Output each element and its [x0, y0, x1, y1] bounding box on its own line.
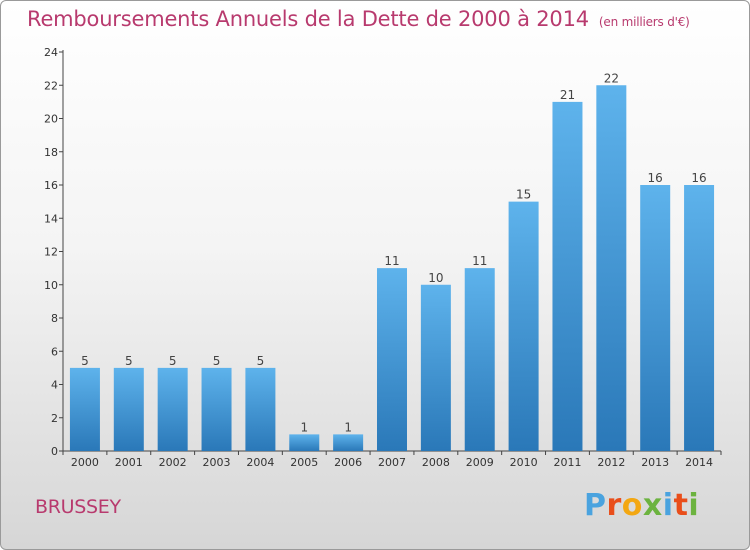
- x-tick-label: 2014: [685, 456, 713, 469]
- data-label: 5: [213, 354, 221, 368]
- chart-unit-label: (en milliers d'€): [598, 15, 690, 29]
- x-tick-label: 2013: [641, 456, 669, 469]
- data-label: 11: [472, 254, 487, 268]
- x-tick-label: 2000: [71, 456, 99, 469]
- bar: [113, 367, 144, 451]
- bar: [464, 268, 495, 451]
- y-tick-label: 8: [51, 312, 58, 325]
- y-tick-label: 24: [44, 46, 58, 59]
- data-label: 1: [300, 420, 308, 434]
- data-label: 11: [384, 254, 399, 268]
- data-label: 22: [604, 71, 619, 85]
- data-label: 1: [344, 420, 352, 434]
- x-tick-label: 2008: [422, 456, 450, 469]
- data-label: 10: [428, 271, 443, 285]
- y-tick-label: 14: [44, 212, 58, 225]
- data-label: 5: [257, 354, 265, 368]
- logo-letter: P: [584, 488, 607, 523]
- x-tick-label: 2001: [115, 456, 143, 469]
- bar: [684, 185, 715, 451]
- y-tick-label: 12: [44, 246, 58, 259]
- data-label: 16: [691, 171, 706, 185]
- commune-name: BRUSSEY: [35, 496, 121, 518]
- data-label: 15: [516, 188, 531, 202]
- x-tick-label: 2012: [597, 456, 625, 469]
- bar: [245, 367, 276, 451]
- x-tick-label: 2003: [203, 456, 231, 469]
- bar: [201, 367, 232, 451]
- bar: [508, 201, 539, 451]
- y-tick-label: 4: [51, 379, 58, 392]
- logo-letter: t: [673, 488, 689, 523]
- data-label: 5: [125, 354, 133, 368]
- y-tick-label: 10: [44, 279, 58, 292]
- bar: [552, 101, 583, 451]
- y-tick-label: 16: [44, 179, 58, 192]
- data-label: 21: [560, 88, 575, 102]
- y-tick-label: 0: [51, 445, 58, 458]
- x-tick-label: 2009: [466, 456, 494, 469]
- bar: [157, 367, 188, 451]
- bar: [420, 284, 451, 451]
- logo-letter: i: [688, 488, 700, 523]
- chart-title: Remboursements Annuels de la Dette de 20…: [27, 7, 690, 31]
- bar: [69, 367, 100, 451]
- logo-letter: x: [642, 488, 663, 523]
- x-tick-label: 2002: [159, 456, 187, 469]
- chart-title-text: Remboursements Annuels de la Dette de 20…: [27, 7, 589, 31]
- y-tick-label: 22: [44, 79, 58, 92]
- x-tick-label: 2006: [334, 456, 362, 469]
- bar: [333, 434, 364, 451]
- y-tick-label: 20: [44, 113, 58, 126]
- x-tick-label: 2010: [510, 456, 538, 469]
- y-tick-label: 2: [51, 412, 58, 425]
- data-label: 5: [81, 354, 89, 368]
- data-label: 5: [169, 354, 177, 368]
- x-tick-label: 2005: [290, 456, 318, 469]
- logo-letter: r: [606, 488, 622, 523]
- x-tick-label: 2011: [553, 456, 581, 469]
- proxiti-logo[interactable]: Proxiti: [584, 488, 699, 523]
- bar: [289, 434, 320, 451]
- data-label: 16: [648, 171, 663, 185]
- logo-letter: o: [621, 488, 643, 523]
- x-tick-label: 2007: [378, 456, 406, 469]
- y-tick-label: 18: [44, 146, 58, 159]
- y-tick-label: 6: [51, 345, 58, 358]
- bar: [596, 85, 627, 451]
- logo-letter: i: [662, 488, 674, 523]
- bar: [377, 268, 407, 451]
- x-tick-label: 2004: [246, 456, 274, 469]
- bar: [640, 185, 671, 451]
